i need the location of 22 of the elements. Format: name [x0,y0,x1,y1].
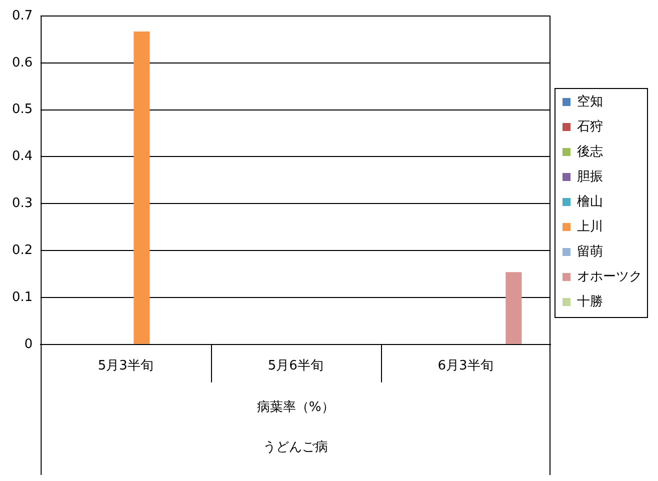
x-tick-label: 5月3半旬 [98,358,154,374]
legend-label: 上川 [577,219,603,234]
legend-label: 十勝 [577,294,603,310]
x-tick-label: 5月6半旬 [268,358,324,374]
x-tick-label: 6月3半旬 [438,358,494,374]
y-tick-label: 0.5 [12,102,33,118]
legend-label: 石狩 [577,119,603,134]
legend-label: 胆振 [577,169,603,184]
legend-label: 留萌 [577,244,603,260]
x-axis-title: 病葉率（%） [256,398,334,415]
y-tick-label: 0.3 [12,196,33,212]
legend-label: オホーツク [577,269,642,284]
legend-label: 後志 [577,144,603,160]
y-tick-label: 0.1 [12,290,33,305]
text: うどんご病 [263,440,328,455]
y-tick-label: 0.6 [12,55,33,70]
y-tick-label: 0.2 [12,242,33,258]
legend-label: 空知 [577,94,603,110]
y-tick-label: 0 [24,336,33,352]
legend-label: 檜山 [577,194,603,210]
y-tick-label: 0.7 [12,8,33,24]
y-tick-label: 0.4 [12,149,33,164]
